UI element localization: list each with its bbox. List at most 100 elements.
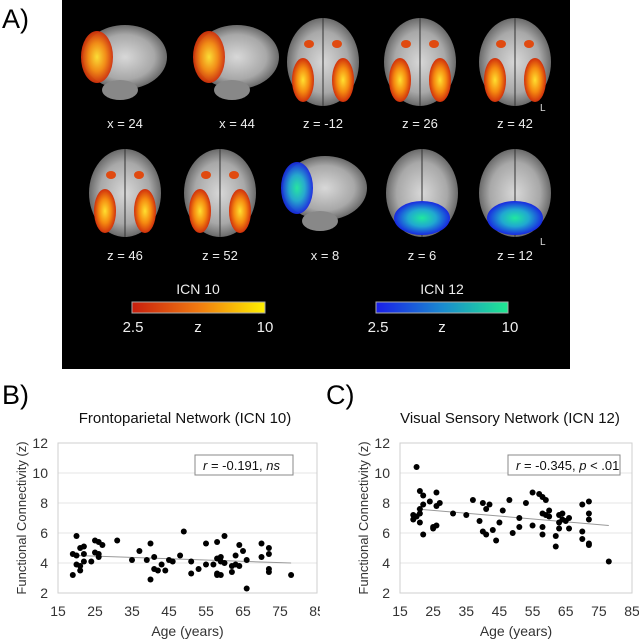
data-point (479, 500, 486, 506)
x-axis-label: Age (years) (480, 623, 552, 639)
y-tick-label: 6 (40, 525, 48, 541)
y-tick-label: 6 (382, 525, 390, 541)
plot-area (399, 442, 633, 594)
brain-slice (287, 18, 359, 106)
data-point (529, 489, 536, 496)
slice-coordinate-label: z = 6 (408, 248, 437, 263)
data-point (265, 569, 272, 575)
data-point (265, 545, 272, 551)
data-point (420, 492, 427, 499)
side-marker-row2: L (540, 237, 546, 248)
data-point (195, 566, 202, 572)
brain-slice (386, 149, 458, 237)
data-point (147, 540, 154, 547)
data-point (539, 524, 546, 530)
x-tick-label: 55 (198, 603, 214, 619)
y-tick-label: 8 (382, 495, 390, 511)
data-point (221, 533, 228, 539)
colorbar-unit: z (438, 319, 446, 336)
data-point (413, 464, 420, 470)
slice-coordinate-label: x = 24 (107, 116, 143, 131)
slice-coordinate-label: z = 26 (402, 116, 438, 131)
trendline (76, 555, 292, 564)
data-point (552, 543, 559, 550)
data-point (450, 510, 457, 517)
data-point (416, 519, 423, 526)
y-tick-label: 12 (32, 435, 48, 451)
data-point (288, 572, 295, 578)
data-point (177, 552, 184, 559)
slice-coordinate-label: z = 46 (107, 248, 143, 263)
data-point (552, 533, 559, 539)
data-point (556, 525, 563, 532)
data-point (469, 497, 476, 503)
y-tick-label: 2 (40, 585, 48, 601)
stats-annotation-box (507, 454, 621, 476)
y-tick-label: 12 (374, 435, 390, 451)
data-point (154, 567, 161, 574)
data-point (605, 558, 612, 565)
data-point (143, 557, 150, 563)
slice-coordinate-label: x = 8 (311, 248, 340, 263)
data-point (516, 524, 523, 530)
data-point (579, 536, 586, 542)
brain-slice (193, 25, 279, 100)
colorbar-max: 10 (502, 319, 519, 336)
data-point (188, 570, 195, 577)
data-point (486, 501, 493, 508)
stats-annotation-box (194, 454, 294, 476)
x-tick-label: 35 (124, 603, 140, 619)
data-point (509, 530, 516, 536)
colorbar-unit: z (194, 319, 202, 336)
brain-map-panel: x = 24 x = 44 z = -12 z = 26 z = 42 z = 46 z =… (62, 0, 570, 369)
brain-slice (384, 18, 456, 106)
brain-slice (479, 18, 551, 106)
data-point (210, 561, 217, 568)
colorbar-icn10: ICN 10 2.5 z 10 (123, 281, 274, 336)
data-point (522, 500, 529, 506)
x-tick-label: 85 (309, 603, 320, 619)
data-point (258, 540, 265, 547)
scatter-chart-icn10: 2 4 6 8 10 12 15 25 35 45 55 65 75 85 Age (years) Funct… (14, 435, 320, 639)
trendline (416, 508, 609, 526)
data-point (217, 572, 224, 578)
data-point (236, 542, 243, 548)
data-point (426, 498, 433, 505)
x-tick-label: 65 (235, 603, 251, 619)
brain-slice (281, 156, 367, 231)
colorbar-icn12: ICN 12 2.5 z 10 (368, 281, 519, 336)
data-point (243, 557, 250, 563)
x-tick-label: 35 (458, 603, 474, 619)
x-axis-label: Age (years) (151, 623, 223, 639)
data-point (566, 525, 573, 532)
data-point (258, 554, 265, 560)
data-point (80, 551, 87, 557)
brain-slice (81, 25, 167, 100)
colorbar-title: ICN 12 (420, 281, 464, 297)
data-point (73, 552, 80, 559)
data-point (228, 569, 235, 575)
data-point (585, 498, 592, 505)
x-tick-label: 15 (50, 603, 66, 619)
data-point (420, 531, 427, 538)
data-point (95, 554, 102, 560)
x-tick-label: 75 (272, 603, 288, 619)
side-marker-row1: L (540, 103, 546, 114)
data-point (114, 537, 121, 544)
y-tick-label: 10 (32, 465, 48, 481)
chart-title-c: Visual Sensory Network (ICN 12) (400, 410, 620, 427)
plot-area (57, 442, 318, 594)
data-point (240, 548, 246, 554)
chart-title-b: Frontoparietal Network (ICN 10) (78, 410, 292, 427)
x-tick-label: 45 (492, 603, 508, 619)
x-tick-label: 85 (624, 603, 639, 619)
data-point (489, 527, 496, 533)
panel-b-label: B) (2, 380, 29, 410)
x-tick-label: 25 (425, 603, 441, 619)
data-point (162, 567, 169, 574)
data-point (499, 507, 506, 514)
y-axis-label: Functional Connectivity (z) (14, 441, 29, 594)
data-point (463, 512, 470, 518)
data-point (585, 516, 592, 523)
data-point (73, 533, 80, 539)
